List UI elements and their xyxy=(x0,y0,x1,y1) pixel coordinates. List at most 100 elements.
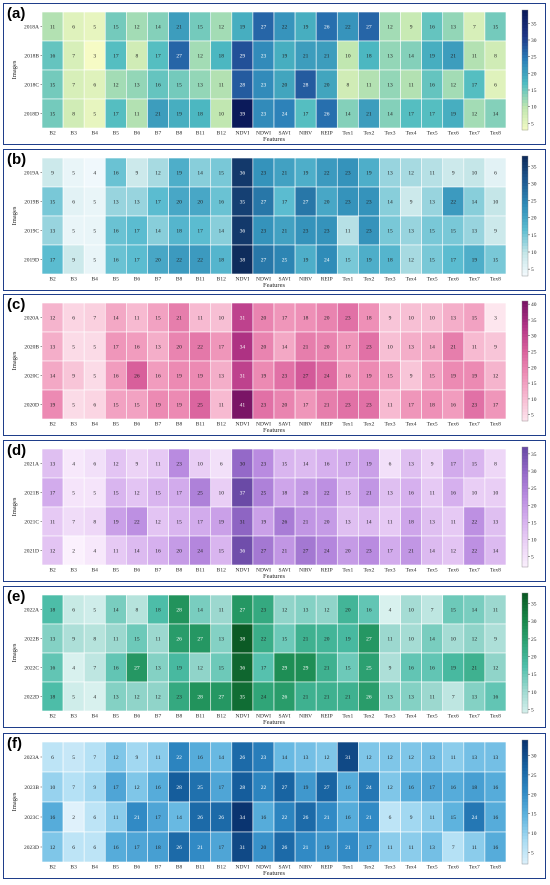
cell-value-label: 13 xyxy=(50,637,56,643)
cell-value-label: 15 xyxy=(219,549,225,555)
column-tick-label: B7 xyxy=(155,131,162,137)
colorbar-tick-label: 15 xyxy=(531,672,537,678)
column-tick-label: B2 xyxy=(49,277,56,283)
cell-value-label: 15 xyxy=(134,403,140,409)
colorbar-segment xyxy=(522,189,528,193)
cell-value-label: 6 xyxy=(51,755,54,761)
cell-value-label: 20 xyxy=(282,83,288,89)
colorbar-segment xyxy=(522,629,528,633)
cell-value-label: 18 xyxy=(50,695,56,701)
cell-value-label: 7 xyxy=(72,54,75,60)
cell-value-label: 12 xyxy=(219,25,225,31)
cell-value-label: 16 xyxy=(493,785,499,791)
cell-value-label: 21 xyxy=(451,54,457,60)
column-tick-label: Tex1 xyxy=(342,131,353,137)
colorbar-segment xyxy=(522,34,528,38)
cell-value-label: 24 xyxy=(197,549,203,555)
colorbar-tick-label: 35 xyxy=(531,602,537,608)
colorbar-segment xyxy=(522,31,528,35)
cell-value-label: 14 xyxy=(282,755,288,761)
cell-value-label: 20 xyxy=(345,549,351,555)
cell-value-label: 19 xyxy=(50,403,56,409)
cell-value-label: 10 xyxy=(387,345,393,351)
colorbar-segment xyxy=(522,406,528,410)
column-tick-label: Tex5 xyxy=(427,131,438,137)
heatmap-cell xyxy=(484,389,507,420)
colorbar-segment xyxy=(522,240,528,244)
colorbar-segment xyxy=(522,91,528,95)
cell-value-label: 14 xyxy=(493,549,499,555)
column-tick-label: B8 xyxy=(176,277,183,283)
colorbar-segment xyxy=(522,340,528,344)
cell-value-label: 17 xyxy=(303,403,309,409)
column-tick-label: REIP xyxy=(321,714,333,720)
cell-value-label: 26 xyxy=(324,112,330,118)
colorbar-segment xyxy=(522,267,528,271)
cell-value-label: 17 xyxy=(387,549,393,555)
colorbar-segment xyxy=(522,382,528,386)
colorbar-segment xyxy=(522,225,528,229)
cell-value-label: 12 xyxy=(472,112,478,118)
cell-value-label: 17 xyxy=(303,112,309,118)
cell-value-label: 19 xyxy=(176,171,182,177)
colorbar-segment xyxy=(522,814,528,818)
cell-value-label: 16 xyxy=(155,785,161,791)
row-tick-label: 2021C xyxy=(24,520,39,526)
colorbar-segment xyxy=(522,243,528,247)
column-tick-label: B7 xyxy=(155,568,162,574)
colorbar-segment xyxy=(522,608,528,612)
cell-value-label: 17 xyxy=(155,54,161,60)
cell-value-label: 8 xyxy=(136,608,139,614)
column-tick-label: B3 xyxy=(70,865,77,871)
cell-value-label: 20 xyxy=(176,345,182,351)
cell-value-label: 16 xyxy=(324,462,330,468)
cell-value-label: 17 xyxy=(345,462,351,468)
cell-value-label: 15 xyxy=(493,258,499,264)
cell-value-label: 23 xyxy=(324,229,330,235)
cell-value-label: 23 xyxy=(261,54,267,60)
column-tick-label: B3 xyxy=(70,422,77,428)
cell-value-label: 16 xyxy=(451,403,457,409)
cell-value-label: 13 xyxy=(219,637,225,643)
colorbar-segment xyxy=(522,249,528,253)
cell-value-label: 16 xyxy=(493,695,499,701)
cell-value-label: 35 xyxy=(240,200,246,206)
colorbar-tick-label: 15 xyxy=(531,520,537,526)
colorbar-segment xyxy=(522,16,528,20)
column-tick-label: B3 xyxy=(70,131,77,137)
column-tick-label: B11 xyxy=(196,568,205,574)
heatmap-panel-d: (d) 13 4 6 12 9 11 23 10 6 30 23 15 14 16 17 19 6 13 9 17 15… xyxy=(3,440,546,582)
colorbar-segment xyxy=(522,61,528,65)
cell-value-label: 6 xyxy=(72,200,75,206)
cell-value-label: 27 xyxy=(197,637,203,643)
cell-value-label: 22 xyxy=(472,520,478,526)
cell-value-label: 6 xyxy=(220,462,223,468)
column-tick-label: B7 xyxy=(155,714,162,720)
cell-value-label: 7 xyxy=(452,695,455,701)
cell-value-label: 22 xyxy=(176,755,182,761)
cell-value-label: 20 xyxy=(345,608,351,614)
row-tick-label: 2021D xyxy=(24,549,39,555)
cell-value-label: 21 xyxy=(303,695,309,701)
cell-value-label: 22 xyxy=(324,171,330,177)
colorbar-segment xyxy=(522,270,528,274)
cell-value-label: 30 xyxy=(240,462,246,468)
colorbar-segment xyxy=(522,82,528,86)
cell-value-label: 16 xyxy=(50,54,56,60)
row-tick-label: 2021A xyxy=(24,462,39,468)
column-tick-label: Tex1 xyxy=(342,568,353,574)
cell-value-label: 20 xyxy=(261,345,267,351)
colorbar-tick-label: 25 xyxy=(531,199,537,205)
colorbar-segment xyxy=(522,650,528,654)
column-tick-label: Tex8 xyxy=(490,277,501,283)
colorbar-segment xyxy=(522,656,528,660)
colorbar-segment xyxy=(522,174,528,178)
cell-value-label: 25 xyxy=(197,785,203,791)
colorbar-segment xyxy=(522,764,528,769)
cell-value-label: 21 xyxy=(366,491,372,497)
cell-value-label: 15 xyxy=(472,462,478,468)
cell-value-label: 18 xyxy=(219,258,225,264)
colorbar-segment xyxy=(522,543,528,547)
cell-value-label: 9 xyxy=(72,637,75,643)
cell-value-label: 4 xyxy=(72,666,75,672)
